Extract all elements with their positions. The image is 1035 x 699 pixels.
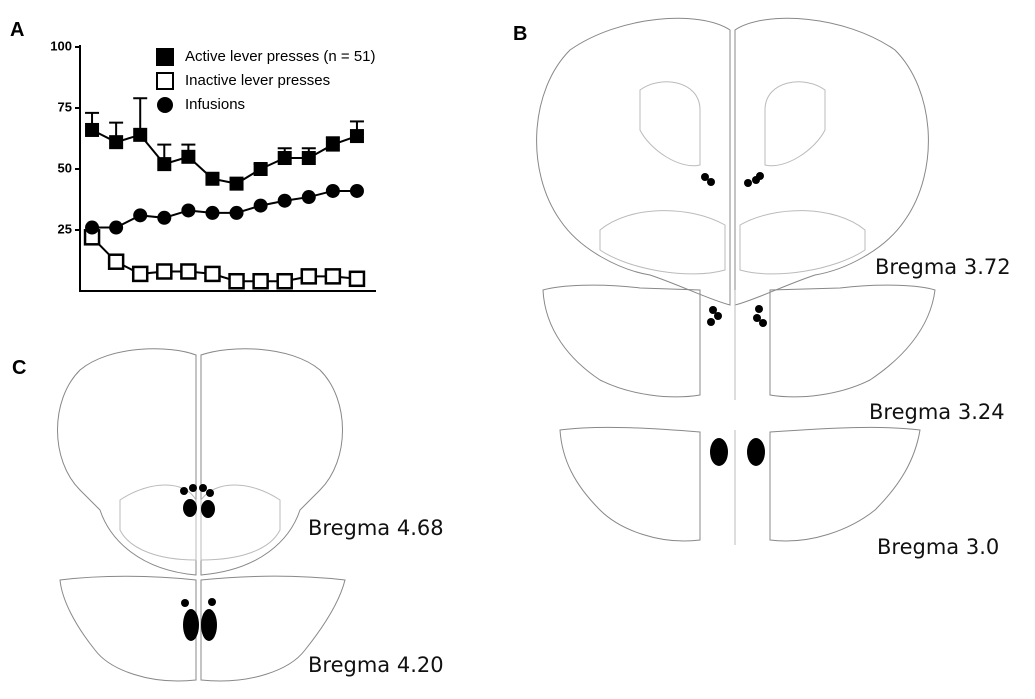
point (254, 199, 268, 213)
point (326, 138, 340, 152)
point (205, 206, 219, 220)
injection-sites-c (180, 484, 217, 641)
legend-label: Active lever presses (n = 51) (185, 48, 376, 65)
point (254, 274, 268, 288)
point (205, 172, 219, 186)
point (133, 208, 147, 222)
atlas-c (58, 349, 346, 681)
y-tick-label: 75 (58, 99, 72, 114)
bregma-label: Bregma 3.24 (869, 400, 1005, 424)
point (181, 150, 195, 164)
point (350, 129, 364, 143)
y-tick-label: 25 (58, 221, 72, 236)
point (278, 274, 292, 288)
y-tick-label: 100 (50, 38, 72, 53)
point (157, 264, 171, 278)
point (85, 123, 99, 137)
point (230, 274, 244, 288)
series-line (92, 130, 357, 184)
atlas-b (537, 18, 935, 545)
panel-label: C (12, 357, 26, 379)
point (350, 272, 364, 286)
point (157, 157, 171, 171)
bregma-label: Bregma 3.0 (877, 535, 999, 559)
point (254, 162, 268, 176)
point (302, 151, 316, 165)
bregma-label: Bregma 3.72 (875, 255, 1011, 279)
panel-label: B (513, 23, 527, 45)
panel-label: A (10, 19, 24, 41)
point (230, 177, 244, 191)
legend-label: Infusions (185, 96, 245, 113)
legend-marker (157, 73, 173, 89)
point (230, 206, 244, 220)
point (133, 128, 147, 142)
point (326, 184, 340, 198)
point (205, 267, 219, 281)
point (350, 184, 364, 198)
y-tick-label: 50 (58, 160, 72, 175)
point (302, 190, 316, 204)
point (85, 221, 99, 235)
point (109, 221, 123, 235)
series-line (92, 191, 357, 228)
legend-marker (157, 97, 173, 113)
point (181, 264, 195, 278)
injection-sites-b (701, 172, 767, 466)
point (133, 267, 147, 281)
point (109, 255, 123, 269)
point (302, 269, 316, 283)
point (181, 203, 195, 217)
point (278, 194, 292, 208)
point (109, 135, 123, 149)
legend-marker (157, 49, 173, 65)
legend-label: Inactive lever presses (185, 72, 330, 89)
bregma-label: Bregma 4.68 (308, 516, 444, 540)
bregma-label: Bregma 4.20 (308, 653, 444, 677)
point (326, 269, 340, 283)
figure: A B C Bregma 3.72 Bregma 3.24 Bregma 3.0 (0, 0, 1035, 699)
point (278, 151, 292, 165)
series-line (92, 237, 357, 281)
point (157, 211, 171, 225)
